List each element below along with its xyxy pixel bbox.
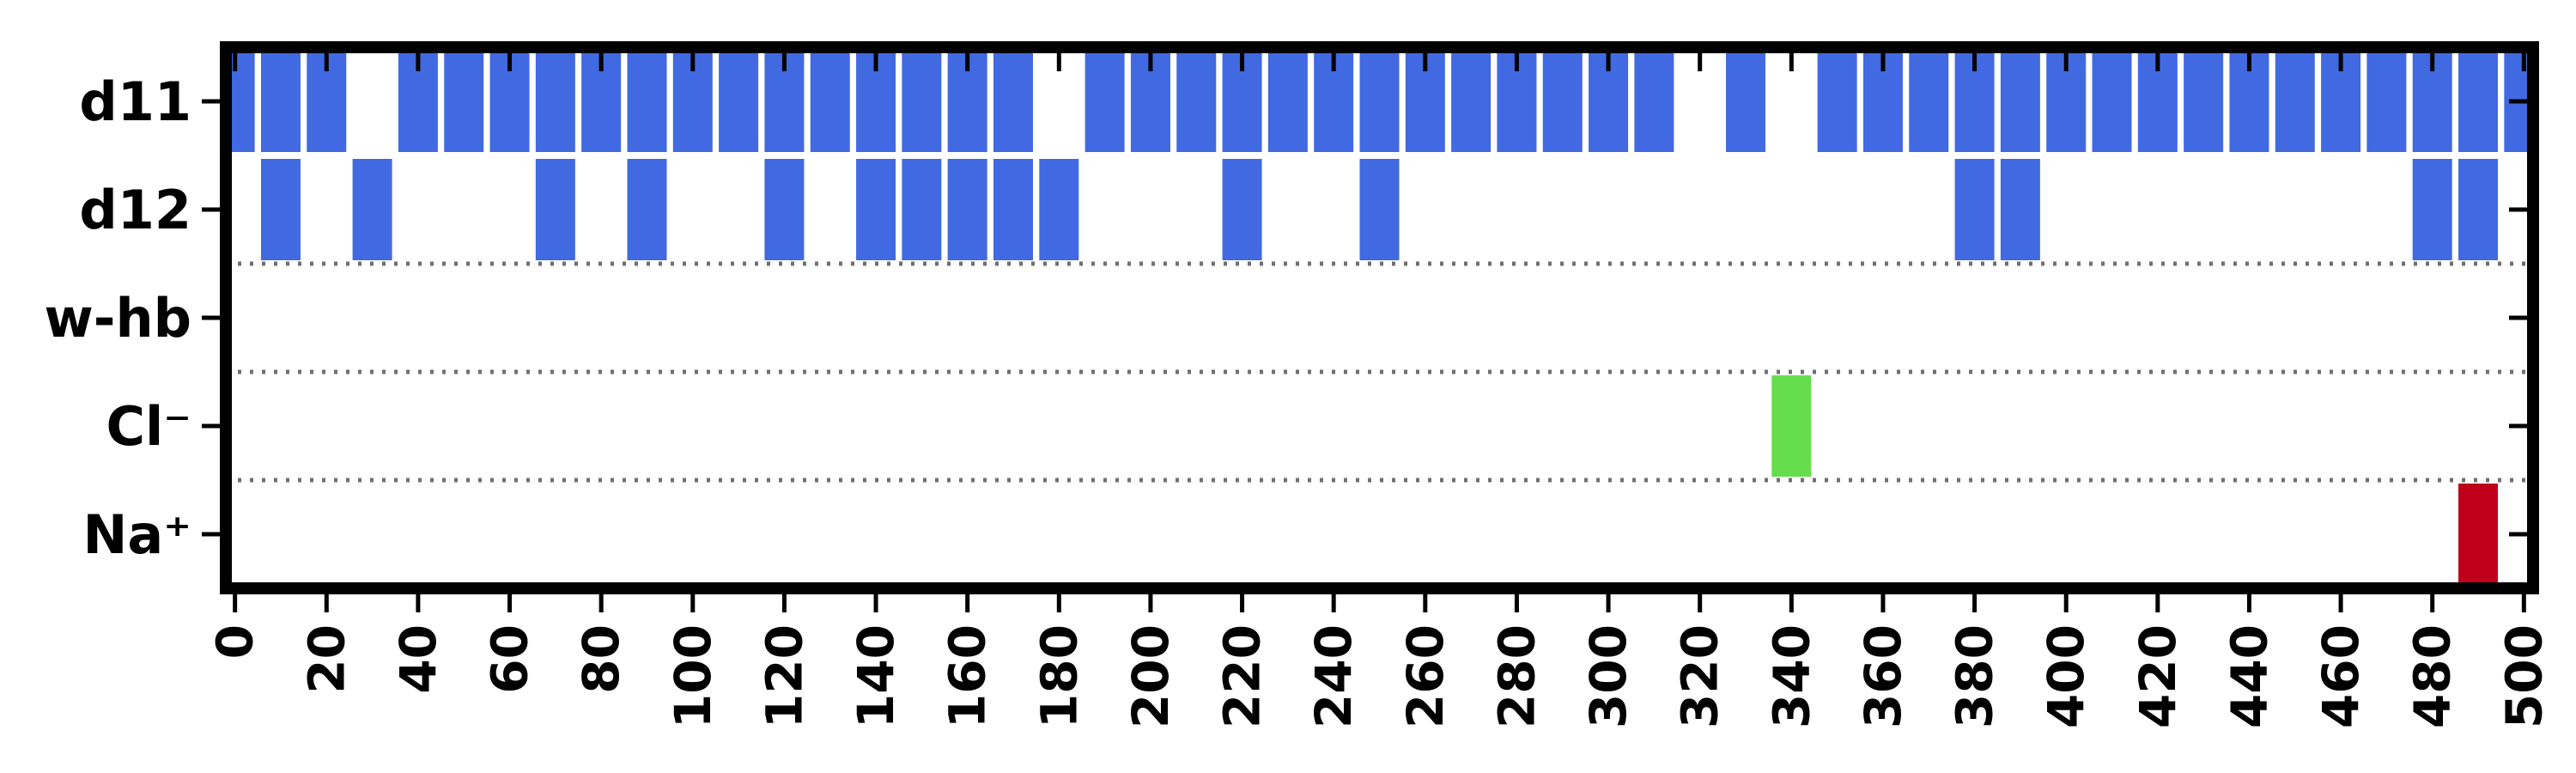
bar-d11: [810, 51, 850, 152]
bar-d12: [260, 159, 301, 260]
bar-d11: [719, 51, 759, 152]
bar-d11: [535, 51, 575, 152]
ticks-layer: [202, 47, 2533, 612]
row-label: d11: [79, 70, 191, 133]
bar-d12: [2458, 159, 2499, 260]
bar-d12: [1222, 159, 1262, 260]
x-tick-labels: 0 20 40 60 80 100 120 140 160 180 200 220 240 260 280 3…: [206, 624, 2554, 728]
x-tick-label: 200: [1121, 624, 1180, 728]
bar-d12: [993, 159, 1033, 260]
bar-d11: [444, 51, 484, 152]
bar-d12: [1954, 159, 1995, 260]
x-tick-label: 120: [755, 624, 813, 728]
row-label: d12: [79, 179, 191, 241]
bar-d11: [1176, 51, 1217, 152]
bar-d12: [352, 159, 392, 260]
x-tick-label: 380: [1946, 624, 2004, 728]
x-tick-label: 100: [664, 624, 722, 728]
x-tick-label: 280: [1487, 624, 1546, 728]
bar-d11: [2184, 51, 2224, 152]
bar-d11: [1909, 51, 1949, 152]
bar-d12: [902, 159, 942, 260]
x-tick-label: 400: [2037, 624, 2095, 728]
bar-cl: [1771, 375, 1812, 477]
bar-d12: [627, 159, 667, 260]
bar-d11: [2092, 51, 2132, 152]
bar-d11: [627, 51, 667, 152]
row-label: Cl⁻: [106, 395, 191, 458]
bar-d11: [2458, 51, 2499, 152]
x-tick-label: 0: [206, 624, 264, 659]
x-tick-label: 20: [297, 624, 355, 694]
bar-d12: [1359, 159, 1400, 260]
bar-d12: [856, 159, 896, 260]
row-label: w-hb: [44, 287, 191, 350]
x-tick-label: 220: [1213, 624, 1272, 728]
bar-d12: [2000, 159, 2040, 260]
bar-d11: [1542, 51, 1583, 152]
bar-d11: [1359, 51, 1400, 152]
x-tick-label: 300: [1579, 624, 1637, 728]
y-tick-labels: d11 d12 w-hb Cl⁻ Na⁺: [44, 70, 191, 566]
bar-d11: [1451, 51, 1492, 152]
bar-d12: [535, 159, 575, 260]
bar-d12: [947, 159, 987, 260]
x-tick-label: 240: [1304, 624, 1363, 728]
bar-d11: [2000, 51, 2040, 152]
x-tick-label: 180: [1030, 624, 1088, 728]
bar-d11: [993, 51, 1033, 152]
bar-d12: [764, 159, 805, 260]
bar-d11: [1817, 51, 1857, 152]
x-tick-label: 500: [2494, 624, 2553, 728]
x-tick-label: 460: [2312, 624, 2370, 728]
x-tick-label: 160: [939, 624, 997, 728]
bar-d11: [1084, 51, 1125, 152]
x-tick-label: 480: [2403, 624, 2462, 728]
x-tick-label: 80: [572, 624, 630, 694]
bar-na: [2458, 484, 2499, 585]
bar-d11: [1634, 51, 1674, 152]
bar-d11: [902, 51, 942, 152]
x-tick-label: 440: [2220, 624, 2278, 728]
bar-d11: [2275, 51, 2315, 152]
x-tick-label: 360: [1854, 624, 1912, 728]
x-tick-label: 260: [1396, 624, 1455, 728]
x-tick-label: 140: [847, 624, 905, 728]
row-separators: [226, 261, 2533, 483]
x-tick-label: 320: [1671, 624, 1729, 728]
bar-d11: [2366, 51, 2407, 152]
bar-d12: [1039, 159, 1079, 260]
x-tick-label: 340: [1762, 624, 1820, 728]
x-tick-label: 40: [389, 624, 447, 694]
x-tick-label: 420: [2129, 624, 2187, 728]
bar-d11: [1267, 51, 1308, 152]
x-tick-label: 60: [481, 624, 539, 694]
bar-d11: [1726, 51, 1766, 152]
bars-layer: [226, 51, 2533, 585]
bar-d12: [2412, 159, 2452, 260]
row-label: Na⁺: [83, 503, 191, 566]
bar-d11: [260, 51, 301, 152]
